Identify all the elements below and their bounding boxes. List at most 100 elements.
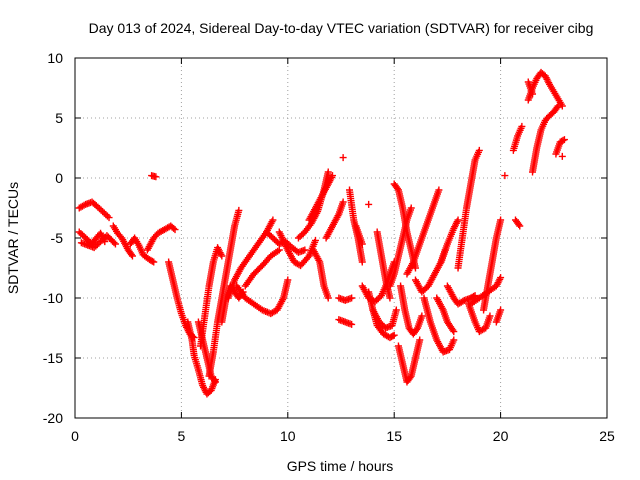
y-tick-label: -5 xyxy=(51,230,64,246)
data-arc xyxy=(305,172,336,224)
data-point xyxy=(348,294,356,302)
data-arc xyxy=(369,306,400,332)
data-marks xyxy=(75,68,568,398)
data-point xyxy=(497,306,505,314)
data-arc xyxy=(294,168,332,242)
data-arc xyxy=(339,154,347,162)
x-axis-label: GPS time / hours xyxy=(287,458,394,474)
data-arc xyxy=(352,222,366,248)
data-point xyxy=(559,136,567,144)
data-arc xyxy=(365,200,373,208)
data-point xyxy=(170,224,178,232)
data-point xyxy=(435,186,443,194)
data-point xyxy=(529,90,537,98)
data-point xyxy=(560,136,568,144)
data-arc xyxy=(275,228,319,270)
data-arc xyxy=(143,222,179,254)
data-point xyxy=(390,331,398,339)
data-point xyxy=(218,252,226,260)
data-point xyxy=(103,212,111,220)
data-arc xyxy=(205,206,243,380)
data-point xyxy=(497,216,505,224)
y-tick-label: 10 xyxy=(47,50,63,66)
data-point xyxy=(392,306,400,314)
data-point xyxy=(105,214,113,222)
data-point xyxy=(328,172,336,180)
data-point xyxy=(324,294,332,302)
data-point xyxy=(501,172,509,180)
data-point xyxy=(311,236,319,244)
data-point xyxy=(459,297,467,305)
data-arc xyxy=(397,282,426,338)
data-arc xyxy=(465,300,494,336)
data-point xyxy=(284,276,292,284)
data-arc xyxy=(197,244,226,350)
data-arc xyxy=(524,68,566,110)
data-arc xyxy=(437,216,462,266)
axis-ticks: 0 5 10 15 20 25 -20 -15 -10 -5 0 5 10 xyxy=(43,50,615,444)
data-point xyxy=(148,257,156,265)
data-point xyxy=(389,332,397,340)
data-point xyxy=(269,216,277,224)
data-arc xyxy=(309,246,332,302)
data-point xyxy=(235,206,243,214)
data-point xyxy=(471,292,479,300)
y-tick-label: -20 xyxy=(43,410,63,426)
data-point xyxy=(80,201,88,209)
data-arc xyxy=(233,276,292,318)
data-arc xyxy=(126,234,158,266)
data-point xyxy=(515,221,523,228)
data-arc xyxy=(335,294,356,304)
data-arc xyxy=(241,246,283,290)
data-point xyxy=(171,226,179,234)
data-point xyxy=(450,336,458,344)
data-point xyxy=(418,312,426,320)
data-point xyxy=(411,264,419,272)
data-point xyxy=(127,251,135,258)
data-arc xyxy=(148,172,160,181)
data-point xyxy=(406,374,414,381)
x-tick-label: 0 xyxy=(71,428,79,444)
data-point xyxy=(150,258,158,266)
data-arc xyxy=(165,258,198,342)
data-arc xyxy=(454,146,483,272)
y-tick-label: -10 xyxy=(43,290,63,306)
y-tick-label: -15 xyxy=(43,350,63,366)
data-arc xyxy=(509,122,526,154)
data-point xyxy=(358,240,366,248)
data-arc xyxy=(403,186,443,278)
data-arc xyxy=(75,198,113,222)
grid xyxy=(75,58,607,418)
data-point xyxy=(554,102,562,110)
data-arc xyxy=(558,152,566,160)
data-arc xyxy=(335,316,356,328)
data-arc xyxy=(492,306,505,326)
x-tick-label: 15 xyxy=(386,428,402,444)
data-point xyxy=(518,122,526,130)
data-point xyxy=(324,168,332,176)
data-point xyxy=(211,378,219,386)
data-point xyxy=(339,154,347,162)
data-point xyxy=(152,173,160,181)
x-tick-label: 5 xyxy=(178,428,186,444)
data-point xyxy=(497,274,505,282)
data-point xyxy=(393,185,401,192)
data-arc xyxy=(480,216,505,314)
data-arc xyxy=(109,222,136,260)
chart-title: Day 013 of 2024, Sidereal Day-to-day VTE… xyxy=(89,20,594,36)
data-arc xyxy=(433,294,458,336)
data-arc xyxy=(420,294,458,356)
data-point xyxy=(110,239,118,247)
data-arc xyxy=(443,282,479,308)
x-tick-label: 10 xyxy=(280,428,296,444)
data-point xyxy=(516,222,524,230)
data-point xyxy=(449,326,457,334)
y-axis-label: SDTVAR / TECUs xyxy=(5,182,21,294)
x-tick-label: 20 xyxy=(493,428,509,444)
data-point xyxy=(475,146,483,154)
data-point xyxy=(275,246,283,254)
data-arc xyxy=(501,172,509,180)
data-point xyxy=(454,216,462,224)
data-arc xyxy=(524,78,537,98)
